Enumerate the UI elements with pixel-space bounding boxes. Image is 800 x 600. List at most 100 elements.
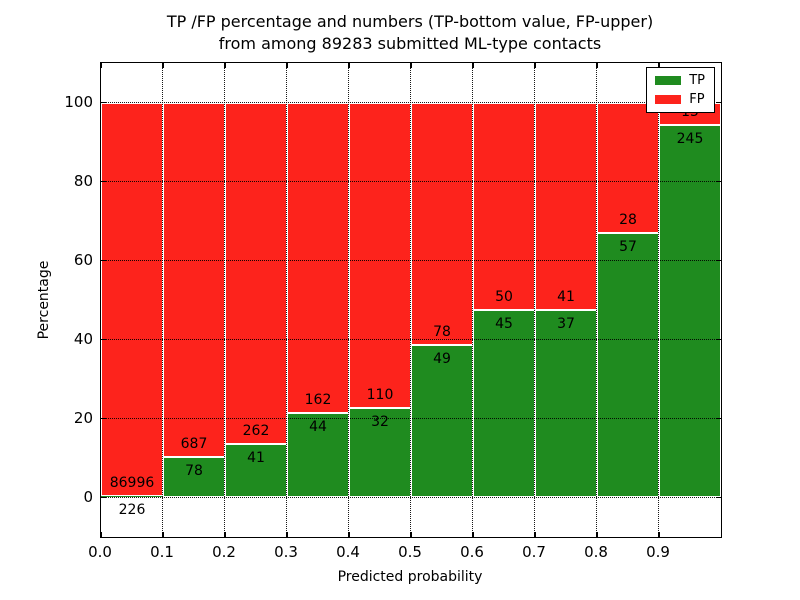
x-tick-mark-top (224, 63, 226, 68)
x-tick-mark-top (100, 63, 102, 68)
x-tick-mark-top (472, 63, 474, 68)
y-tick-mark-left (101, 417, 106, 420)
vertical-gridline (224, 63, 226, 537)
x-tick-label: 0.3 (274, 543, 298, 561)
legend-label-fp: FP (689, 92, 705, 107)
y-tick-mark-right (716, 101, 721, 104)
tp-count-label: 245 (676, 131, 704, 148)
y-tick-mark-left (101, 101, 106, 104)
fp-count-label: 41 (557, 289, 575, 306)
y-tick-mark-right (716, 417, 721, 420)
y-axis-label: Percentage (36, 260, 52, 340)
x-tick-mark-bottom (658, 532, 660, 537)
vertical-gridline (596, 63, 598, 537)
y-tick-label: 40 (73, 329, 93, 348)
vertical-gridline (410, 63, 412, 537)
fp-bar-segment (473, 102, 535, 311)
y-tick-mark-right (716, 496, 721, 499)
y-tick-label: 20 (73, 408, 93, 427)
fp-count-label: 28 (619, 211, 637, 228)
legend: TP FP (646, 67, 715, 113)
chart-title-line2: from among 89283 submitted ML-type conta… (218, 34, 602, 53)
legend-item-tp: TP (655, 74, 705, 87)
tp-bar-segment (659, 125, 721, 498)
tp-bar-segment (349, 408, 411, 498)
y-tick-label: 0 (83, 487, 93, 506)
y-tick-mark-right (716, 338, 721, 341)
tp-count-label: 78 (185, 463, 203, 480)
tp-count-label: 32 (371, 414, 389, 431)
tp-bar-segment (597, 232, 659, 498)
fp-count-label: 86996 (109, 475, 155, 492)
x-tick-mark-top (534, 63, 536, 68)
legend-label-tp: TP (689, 73, 705, 88)
x-tick-label: 0.0 (88, 543, 112, 561)
tp-bar-segment (535, 310, 597, 498)
y-tick-label: 60 (73, 250, 93, 269)
x-axis-label: Predicted probability (337, 569, 483, 585)
x-tick-mark-top (348, 63, 350, 68)
x-tick-label: 0.6 (460, 543, 484, 561)
tp-count-label: 45 (495, 316, 513, 333)
vertical-gridline (348, 63, 350, 537)
fp-bar-segment (287, 102, 349, 414)
x-tick-mark-top (286, 63, 288, 68)
y-tick-mark-right (716, 180, 721, 183)
tp-bar-segment (473, 310, 535, 498)
x-tick-mark-bottom (472, 532, 474, 537)
x-tick-mark-top (162, 63, 164, 68)
fp-bar-segment (101, 102, 163, 497)
vertical-gridline (472, 63, 474, 537)
x-tick-mark-top (410, 63, 412, 68)
tp-count-label: 41 (247, 450, 265, 467)
y-tick-label: 100 (64, 92, 93, 111)
x-tick-label: 0.7 (522, 543, 546, 561)
vertical-gridline (534, 63, 536, 537)
y-tick-mark-right (716, 259, 721, 262)
x-tick-label: 0.4 (336, 543, 360, 561)
chart-title: TP /FP percentage and numbers (TP-bottom… (100, 11, 720, 55)
x-tick-mark-bottom (286, 532, 288, 537)
x-tick-mark-bottom (348, 532, 350, 537)
fp-count-label: 262 (242, 423, 270, 440)
tp-count-label: 44 (309, 419, 327, 436)
fp-bar-segment (411, 102, 473, 346)
vertical-gridline (286, 63, 288, 537)
x-tick-mark-bottom (162, 532, 164, 537)
y-tick-mark-left (101, 180, 106, 183)
x-tick-label: 0.5 (398, 543, 422, 561)
tp-count-label: 226 (118, 502, 146, 519)
plot-area: TP FP 86996 226 687 78 262 41 162 44 110 32 78 49 50… (100, 62, 722, 538)
y-tick-mark-left (101, 338, 106, 341)
fp-bar-segment (535, 102, 597, 311)
x-tick-mark-bottom (596, 532, 598, 537)
fp-bar-segment (225, 102, 287, 445)
fp-count-label: 50 (495, 289, 513, 306)
y-tick-label: 80 (73, 171, 93, 190)
x-tick-mark-bottom (534, 532, 536, 537)
x-tick-label: 0.1 (150, 543, 174, 561)
y-tick-mark-left (101, 259, 106, 262)
vertical-gridline (658, 63, 660, 537)
x-tick-label: 0.9 (646, 543, 670, 561)
tp-color-swatch (655, 76, 682, 85)
x-tick-mark-bottom (100, 532, 102, 537)
fp-count-label: 78 (433, 324, 451, 341)
x-tick-mark-bottom (410, 532, 412, 537)
fp-count-label: 687 (180, 436, 208, 453)
x-tick-label: 0.2 (212, 543, 236, 561)
tp-count-label: 57 (619, 238, 637, 255)
x-tick-mark-top (596, 63, 598, 68)
vertical-gridline (162, 63, 164, 537)
fp-bar-segment (349, 102, 411, 409)
legend-item-fp: FP (655, 93, 705, 106)
fp-color-swatch (655, 95, 682, 104)
tp-bar-segment (411, 345, 473, 498)
x-tick-mark-bottom (224, 532, 226, 537)
tp-count-label: 37 (557, 316, 575, 333)
chart-title-line1: TP /FP percentage and numbers (TP-bottom… (166, 12, 654, 31)
y-tick-mark-left (101, 496, 106, 499)
x-tick-mark-top (658, 63, 660, 68)
fp-bar-segment (597, 102, 659, 233)
